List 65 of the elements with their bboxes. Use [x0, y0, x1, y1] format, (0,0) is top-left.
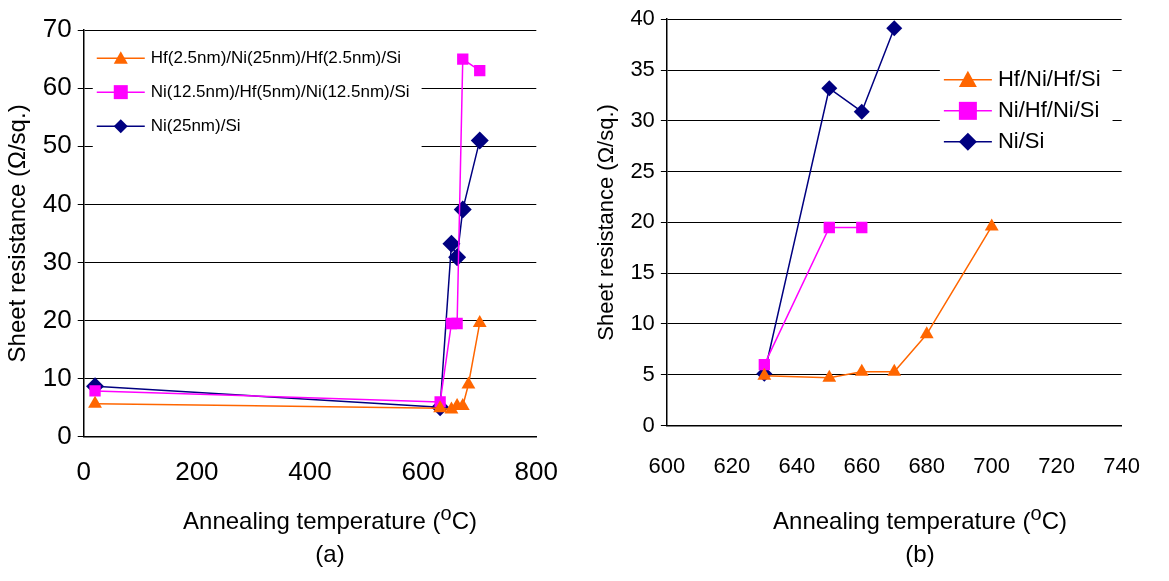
- x-tick-label: 200: [175, 455, 219, 486]
- x-tick-label: 720: [1038, 452, 1076, 478]
- y-tick-label: 20: [42, 303, 72, 334]
- y-tick-label: 40: [630, 5, 655, 31]
- point: [472, 314, 487, 327]
- x-axis-title: Annealing temperature ($^{o}$C): [182, 502, 478, 535]
- legend-label: Ni(25nm)/Si: [150, 115, 241, 135]
- y-axis-title: Sheet resistance (Ω/sq.): [3, 104, 31, 363]
- point: [887, 363, 902, 376]
- y-tick-label: 15: [630, 259, 655, 285]
- y-tick-label: 50: [42, 129, 72, 160]
- point: [89, 385, 101, 397]
- y-tick-label: 0: [642, 411, 655, 437]
- x-tick-label: 600: [401, 455, 445, 486]
- legend-label: Hf/Ni/Hf/Si: [997, 65, 1101, 91]
- point: [822, 369, 837, 382]
- x-tick-label: 600: [648, 452, 686, 478]
- y-axis-title: Sheet resistance (Ω/sq.): [593, 104, 619, 341]
- point: [448, 248, 467, 267]
- y-tick-label: 30: [630, 106, 655, 132]
- x-tick-label: 740: [1103, 452, 1141, 478]
- point: [461, 376, 476, 389]
- point: [919, 326, 934, 339]
- y-tick-label: 10: [42, 361, 72, 392]
- x-axis-title: Annealing temperature ($^{o}$C): [772, 502, 1068, 535]
- x-tick-label: 680: [908, 452, 946, 478]
- y-tick-label: 40: [42, 187, 72, 218]
- point: [821, 80, 838, 97]
- x-tick-label: 660: [843, 452, 881, 478]
- point: [984, 218, 999, 231]
- y-tick-label: 10: [630, 310, 655, 336]
- y-tick-label: 20: [630, 208, 655, 234]
- point: [453, 200, 472, 219]
- y-tick-label: 25: [630, 157, 655, 183]
- point: [442, 234, 461, 253]
- legend-label: Ni/Si: [997, 127, 1045, 153]
- text: (a): [314, 540, 346, 568]
- legend-label: Ni/Hf/Ni/Si: [997, 96, 1100, 122]
- point: [853, 103, 870, 120]
- point: [886, 20, 903, 37]
- text: (b): [904, 540, 936, 568]
- legend-label: Ni(12.5nm)/Hf(5nm)/Ni(12.5nm)/Si: [150, 81, 410, 101]
- point: [88, 395, 102, 408]
- x-tick-label: 620: [713, 452, 751, 478]
- y-tick-label: 70: [42, 13, 72, 44]
- legend-label: Hf(2.5nm)/Ni(25nm)/Hf(2.5nm)/Si: [150, 47, 402, 67]
- point: [854, 363, 869, 376]
- x-tick-label: 400: [288, 455, 332, 486]
- point: [758, 358, 770, 371]
- y-tick-label: 5: [642, 360, 655, 386]
- point: [470, 131, 489, 150]
- y-tick-label: 35: [630, 56, 655, 82]
- point: [457, 53, 469, 65]
- point: [433, 400, 448, 413]
- point: [474, 65, 486, 77]
- x-tick-label: 800: [514, 455, 559, 486]
- x-tick-label: 700: [973, 452, 1011, 478]
- point: [856, 221, 868, 234]
- x-tick-label: 640: [778, 452, 816, 478]
- point: [823, 221, 835, 234]
- x-tick-label: 0: [76, 455, 91, 486]
- y-tick-label: 0: [57, 419, 72, 450]
- point: [451, 317, 463, 330]
- y-tick-label: 30: [42, 245, 72, 276]
- y-tick-label: 60: [42, 71, 72, 102]
